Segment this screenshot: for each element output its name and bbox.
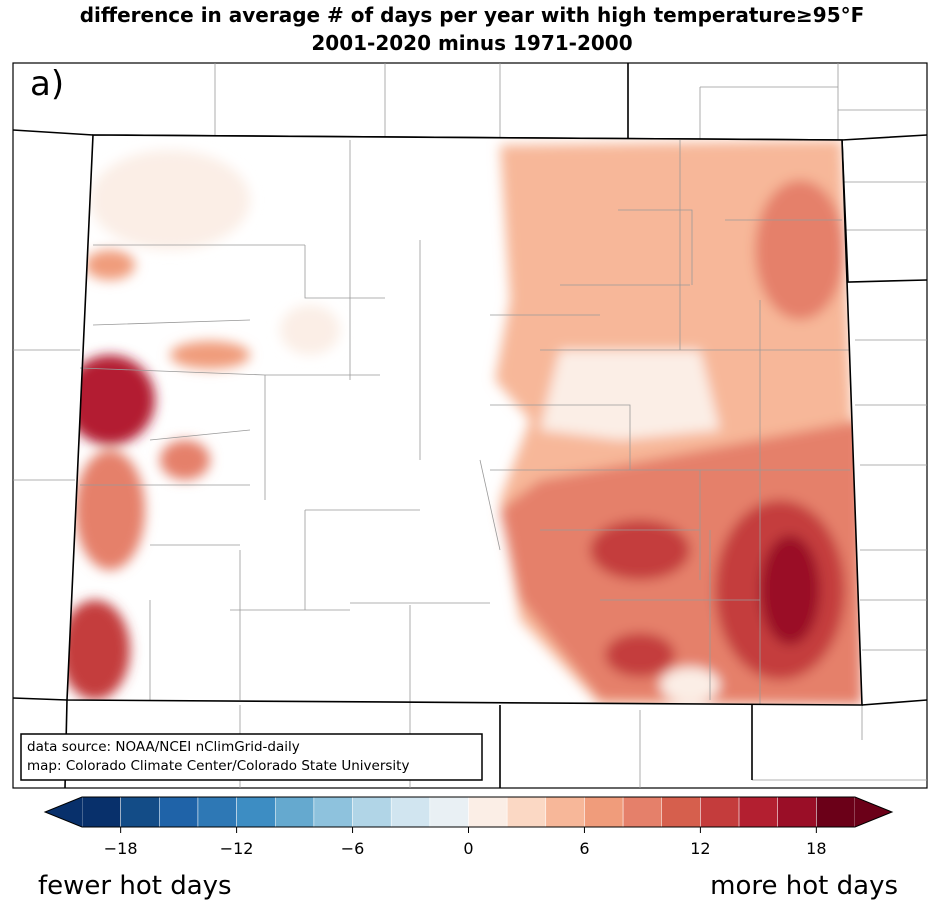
colorbar-tick-label: −18: [104, 839, 138, 858]
colorbar-bin: [120, 796, 160, 828]
colorbar-tick-label: −12: [220, 839, 254, 858]
title-line: difference in average # of days per year…: [80, 3, 865, 27]
colorbar-bin: [236, 796, 276, 828]
county-lines: [66, 134, 863, 706]
source-box: [20, 733, 483, 781]
colorbar-bin: [584, 796, 624, 828]
colorbar-extend: [855, 797, 892, 827]
colorbar-bin: [390, 796, 431, 828]
colorbar-extend: [45, 797, 82, 827]
colorbar-bin: [661, 796, 701, 828]
colorbar-tick-label: 6: [579, 839, 589, 858]
footer-right: more hot days: [710, 871, 898, 901]
title-line: 2001-2020 minus 1971-2000: [311, 31, 632, 55]
colorbar-bin: [816, 796, 856, 828]
colorbar-bin: [313, 796, 353, 828]
colorbar-bin: [197, 796, 237, 828]
source-line: map: Colorado Climate Center/Colorado St…: [27, 758, 409, 774]
colorbar-tick-label: 12: [690, 839, 710, 858]
colorbar-bin: [352, 796, 392, 828]
anomaly-field: [67, 135, 862, 705]
colorbar-bin: [275, 796, 315, 828]
colorbar-bin: [777, 796, 817, 828]
colorbar-tick-label: −6: [341, 839, 365, 858]
colorbar-bin: [545, 796, 585, 828]
colorbar-bin: [506, 796, 547, 828]
colorbar-bin: [81, 796, 121, 828]
colorbar-bin: [738, 796, 778, 828]
colorbar: −18 −12 −6 0 6 12 18: [43, 796, 894, 858]
footer-left: fewer hot days: [38, 871, 232, 901]
colorbar-bin: [700, 796, 740, 828]
colorbar-bin: [429, 796, 469, 828]
colorbar-tick-label: 18: [806, 839, 826, 858]
colorbar-tick-label: 0: [463, 839, 473, 858]
colorbar-outline: [43, 796, 894, 828]
colorbar-bin: [468, 796, 508, 828]
colorbar-bin: [622, 796, 662, 828]
colorbar-bin: [159, 796, 199, 828]
source-line: data source: NOAA/NCEI nClimGrid-daily: [27, 739, 300, 755]
panel-label: a): [30, 64, 64, 104]
